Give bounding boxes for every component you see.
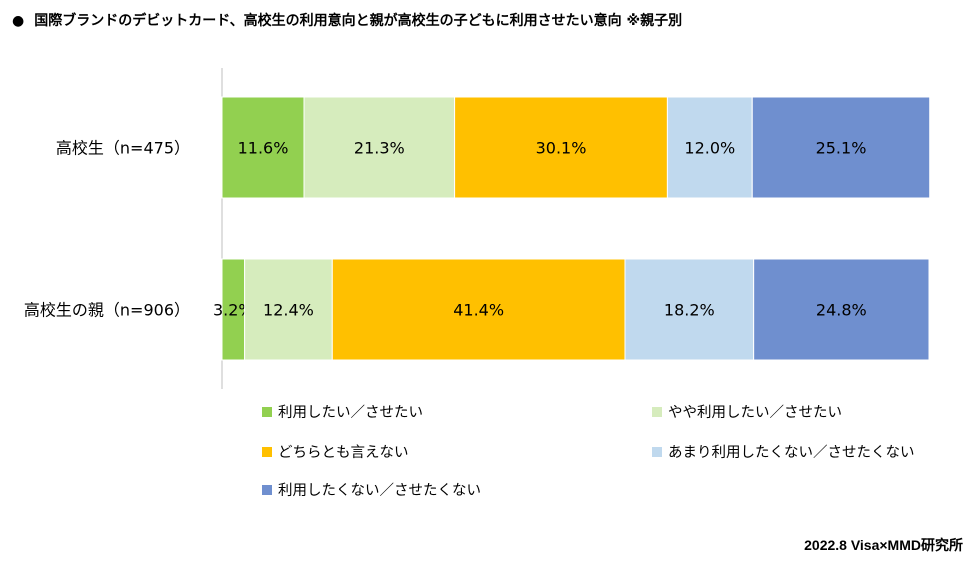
value-label: 24.8% <box>816 301 867 320</box>
value-label: 3.2% <box>213 301 254 320</box>
title-text: 国際ブランドのデビットカード、高校生の利用意向と親が高校生の子どもに利用させたい… <box>34 13 683 29</box>
value-label: 12.0% <box>684 139 735 158</box>
legend-swatch <box>262 447 272 457</box>
bar-segment <box>221 96 305 199</box>
value-label: 12.4% <box>263 301 314 320</box>
value-label: 25.1% <box>816 139 867 158</box>
title-bullet: ● <box>12 13 25 29</box>
value-label: 21.3% <box>354 139 405 158</box>
legend-label: あまり利用したくない／させたくない <box>668 444 915 461</box>
source-credit: 2022.8 Visa×MMD研究所 <box>804 537 963 553</box>
legend-label: どちらとも言えない <box>278 444 409 461</box>
value-label: 11.6% <box>238 139 289 158</box>
category-label: 高校生（n=475） <box>56 139 190 158</box>
value-label: 30.1% <box>536 139 587 158</box>
bar-segment <box>331 258 626 361</box>
bar-segment <box>666 96 753 199</box>
bar-segment <box>751 96 931 199</box>
bar-segment <box>624 258 755 361</box>
legend-swatch <box>262 407 272 417</box>
bar-segment <box>303 96 456 199</box>
bar-segment <box>753 258 930 361</box>
legend-label: 利用したくない／させたくない <box>278 482 481 499</box>
value-label: 41.4% <box>453 301 504 320</box>
legend-label: 利用したい／させたい <box>278 404 423 421</box>
value-label: 18.2% <box>664 301 715 320</box>
legend-label: やや利用したい／させたい <box>668 404 842 421</box>
bar-segment <box>244 258 333 361</box>
legend-swatch <box>652 407 662 417</box>
bar-segment <box>454 96 668 199</box>
category-label: 高校生の親（n=906） <box>24 301 190 320</box>
legend-swatch <box>652 447 662 457</box>
chart-title: ● 国際ブランドのデビットカード、高校生の利用意向と親が高校生の子どもに利用させた… <box>12 10 682 30</box>
legend-swatch <box>262 485 272 495</box>
